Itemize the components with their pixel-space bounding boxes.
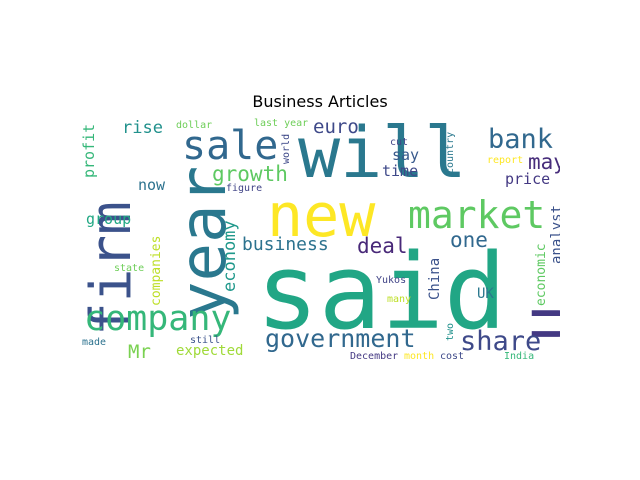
- word-government: government: [265, 324, 416, 353]
- word-two: two: [445, 322, 456, 341]
- word-cost: cost: [440, 351, 465, 362]
- word-expected: expected: [176, 343, 244, 359]
- word-market: market: [408, 193, 546, 237]
- word-state: state: [114, 263, 145, 274]
- word-cut: cut: [390, 137, 409, 148]
- word-made: made: [82, 337, 107, 348]
- word-report: report: [487, 155, 524, 166]
- word-share: share: [460, 326, 542, 357]
- word-will: will: [298, 116, 467, 194]
- word-economy: economy: [220, 220, 240, 292]
- word-said: said: [256, 231, 507, 353]
- word-last-year: last year: [254, 118, 309, 129]
- word-group: group: [86, 210, 132, 228]
- word-figure: figure: [226, 183, 263, 194]
- word-india: India: [504, 351, 535, 362]
- word-deal: deal: [357, 234, 408, 258]
- word-dollar: dollar: [176, 120, 213, 131]
- word-mr: Mr: [128, 341, 151, 363]
- word-euro: euro: [313, 116, 359, 138]
- word-yukos: Yukos: [376, 275, 407, 286]
- word-bank: bank: [488, 124, 554, 155]
- word-profit: profit: [80, 123, 98, 178]
- word-sale: sale: [182, 123, 279, 169]
- word-december: December: [350, 351, 399, 362]
- word-many: many: [387, 294, 412, 305]
- word-china: China: [427, 257, 443, 300]
- word-uk: UK: [477, 286, 494, 302]
- word-economic: economic: [534, 243, 549, 306]
- word-still: still: [190, 335, 221, 346]
- word-analyst: analyst: [549, 204, 560, 264]
- word-world: world: [281, 133, 292, 164]
- word-companies: companies: [149, 235, 164, 306]
- word-may: may: [528, 150, 560, 174]
- chart-title: Business Articles: [252, 92, 388, 111]
- word-cloud: saidwillnewyearfirmmarketcompanysaleUgov…: [80, 116, 560, 364]
- word-say: say: [392, 146, 420, 164]
- word-month: month: [404, 351, 435, 362]
- word-rise: rise: [122, 118, 163, 138]
- word-one: one: [450, 228, 488, 252]
- word-time: time: [382, 162, 419, 180]
- word-business: business: [242, 234, 329, 255]
- word-price: price: [505, 170, 551, 188]
- word-now: now: [138, 176, 166, 194]
- word-country: country: [445, 131, 456, 174]
- word-growth: growth: [212, 162, 288, 186]
- word-new: new: [267, 181, 376, 251]
- word-company: company: [84, 299, 232, 339]
